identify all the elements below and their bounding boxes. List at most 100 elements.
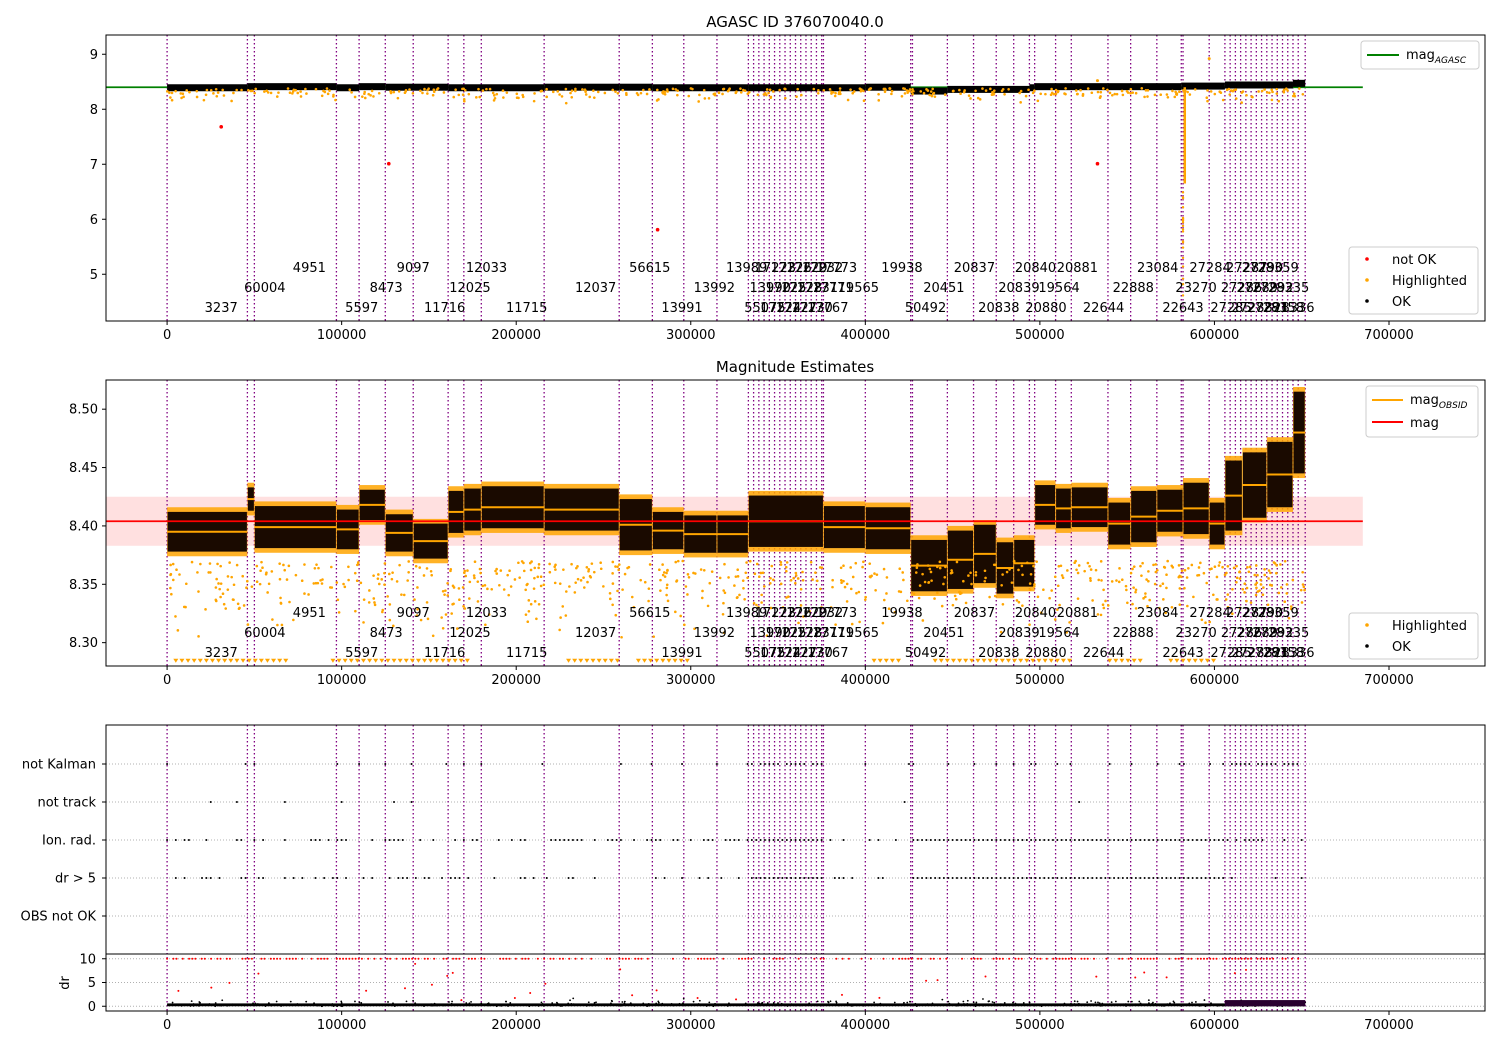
flag-point	[1156, 877, 1159, 879]
highlighted-point	[863, 598, 867, 601]
highlighted-point	[348, 88, 352, 91]
flag-point	[235, 801, 238, 803]
highlighted-point	[787, 595, 790, 598]
flag-point	[1209, 839, 1212, 841]
highlighted-point	[862, 560, 865, 564]
highlighted-point	[1089, 568, 1093, 571]
highlighted-point	[463, 607, 467, 610]
dr-point	[957, 1002, 960, 1005]
highlighted-point	[1256, 590, 1260, 593]
ok-points-band	[1224, 81, 1293, 89]
dr-point	[384, 1004, 387, 1007]
highlighted-point	[1265, 91, 1269, 94]
flag-point	[829, 839, 832, 841]
highlighted-point	[1283, 88, 1286, 92]
flag-point	[1030, 877, 1033, 879]
highlighted-point	[545, 87, 548, 91]
highlighted-point	[1091, 599, 1094, 602]
highlighted-point	[739, 91, 743, 94]
obsid-label: 27285	[1210, 301, 1251, 316]
highlighted-point	[1099, 95, 1102, 98]
highlighted-point	[846, 98, 850, 102]
obsid-label: 19564	[1038, 626, 1079, 641]
highlighted-point	[1121, 93, 1125, 97]
dr-clipped-point	[1272, 957, 1275, 960]
highlighted-point	[253, 91, 256, 95]
dr-clipped-point	[939, 957, 942, 960]
dr-point	[400, 1003, 402, 1006]
obsid-label: 23084	[1137, 261, 1178, 276]
dr-point	[970, 1004, 973, 1007]
flag-point	[1156, 839, 1159, 841]
flag-point	[707, 877, 710, 879]
highlighted-point	[493, 96, 497, 100]
highlighted-point	[665, 586, 669, 590]
highlighted-point	[508, 569, 511, 573]
panel1-frame	[105, 34, 1486, 322]
flag-point	[1270, 763, 1273, 765]
highlighted-point	[181, 92, 185, 96]
flag-point	[1051, 877, 1054, 879]
flag-point	[1222, 763, 1225, 765]
highlighted-point	[255, 564, 259, 568]
dr-clipped-point	[618, 957, 621, 960]
highlighted-point	[1001, 602, 1005, 606]
dr-point	[208, 1003, 211, 1005]
flag-point	[1161, 877, 1164, 879]
highlighted-point	[734, 575, 738, 578]
dr-point	[630, 1003, 633, 1006]
highlighted-point	[758, 575, 761, 579]
dr-clipped-point	[191, 957, 194, 960]
highlighted-point	[325, 87, 329, 90]
dr-point	[988, 1000, 991, 1003]
highlighted-point	[1291, 578, 1295, 582]
dr-clipped-point	[1127, 957, 1130, 960]
highlighted-point	[1162, 565, 1166, 569]
dr-clipped-point	[998, 957, 1001, 960]
dr-clipped-point	[910, 957, 913, 960]
dr-point	[692, 1000, 695, 1003]
highlighted-point	[1241, 90, 1245, 93]
highlighted-point	[212, 92, 215, 95]
highlighted-point	[1226, 606, 1230, 609]
flag-point	[532, 877, 535, 879]
dr-clipped-point	[175, 957, 178, 960]
highlighted-point	[562, 568, 565, 571]
flag-point	[633, 839, 636, 841]
highlighted-point	[287, 564, 291, 568]
obsid-label: 20881	[1057, 261, 1098, 276]
dr-point	[1097, 1001, 1099, 1004]
highlighted-point	[1181, 217, 1185, 221]
dr-point	[873, 1001, 876, 1004]
clipped-marker	[1048, 658, 1054, 663]
highlighted-point	[922, 91, 926, 95]
dr-point	[345, 1003, 348, 1006]
dr-point	[470, 1000, 472, 1003]
highlighted-point	[1032, 585, 1036, 588]
highlighted-point	[1262, 586, 1265, 589]
highlighted-point	[488, 87, 492, 91]
dr-point	[595, 1003, 598, 1006]
obsid-label: 13991	[661, 301, 702, 316]
dr-clipped-point	[279, 957, 282, 960]
dr-point	[827, 1000, 829, 1003]
highlighted-point	[708, 581, 712, 585]
obsid-label: 17230	[791, 301, 832, 316]
highlighted-point	[785, 561, 789, 564]
highlighted-point	[436, 87, 440, 90]
highlighted-point	[851, 91, 855, 95]
clipped-marker	[877, 658, 883, 663]
clipped-marker	[258, 658, 264, 663]
dr-clipped-point	[1180, 957, 1183, 960]
highlighted-point	[862, 99, 866, 103]
dr-point	[777, 1002, 779, 1004]
flag-point	[1073, 839, 1076, 841]
highlighted-point	[1226, 593, 1230, 596]
flag-point	[986, 877, 989, 879]
clipped-marker	[672, 658, 678, 663]
y-tick-label: 8.50	[69, 403, 98, 418]
clipped-marker	[336, 658, 342, 663]
highlighted-point	[1033, 89, 1036, 92]
flag-point	[340, 839, 343, 841]
obsid-label: 27290	[1242, 261, 1283, 276]
